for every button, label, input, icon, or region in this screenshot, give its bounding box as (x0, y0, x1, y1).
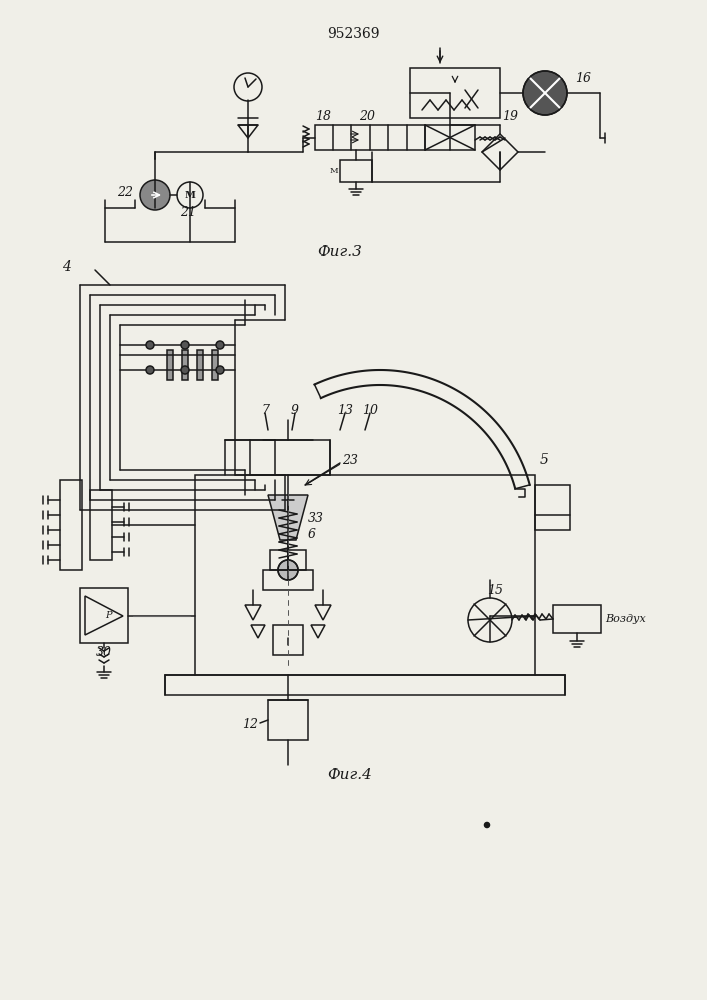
Bar (195, 475, 535, 675)
Text: Фиг.4: Фиг.4 (327, 768, 373, 782)
Bar (268, 700, 308, 740)
Circle shape (523, 71, 567, 115)
Bar (167, 350, 173, 380)
Text: 22: 22 (117, 186, 133, 200)
Text: 16: 16 (575, 73, 591, 86)
Circle shape (216, 366, 224, 374)
Text: 12: 12 (242, 718, 258, 732)
Bar (60, 480, 82, 570)
Bar (535, 485, 570, 530)
Text: 4: 4 (62, 260, 71, 274)
Circle shape (140, 180, 170, 210)
Bar (250, 440, 330, 475)
Text: 15: 15 (487, 584, 503, 596)
Text: M: M (329, 167, 339, 175)
Text: 18: 18 (315, 110, 331, 123)
Text: 19: 19 (502, 110, 518, 123)
Bar (270, 550, 306, 570)
Text: 21: 21 (180, 207, 196, 220)
Text: 10: 10 (362, 403, 378, 416)
Bar (263, 570, 313, 590)
Text: 20: 20 (359, 110, 375, 123)
Bar (165, 675, 565, 695)
Text: 7: 7 (261, 403, 269, 416)
Text: 23: 23 (342, 454, 358, 466)
Circle shape (216, 341, 224, 349)
Circle shape (146, 366, 154, 374)
Text: Воздух: Воздух (605, 614, 645, 624)
Text: M: M (185, 190, 195, 200)
Text: 30: 30 (96, 647, 112, 660)
Polygon shape (268, 495, 308, 540)
Circle shape (181, 366, 189, 374)
Bar (212, 350, 218, 380)
Text: 6: 6 (308, 528, 316, 540)
Text: 9: 9 (291, 403, 299, 416)
Bar (80, 588, 128, 643)
Bar (340, 160, 372, 182)
Circle shape (278, 560, 298, 580)
Circle shape (146, 341, 154, 349)
Bar (410, 68, 500, 118)
Text: 952369: 952369 (327, 27, 379, 41)
Bar (315, 125, 425, 150)
Text: P: P (105, 611, 111, 620)
Text: 33: 33 (308, 512, 324, 524)
Bar (425, 125, 475, 150)
Text: 13: 13 (337, 403, 353, 416)
Bar (553, 605, 601, 633)
Circle shape (484, 822, 489, 828)
Bar (182, 350, 188, 380)
Bar (90, 490, 112, 560)
Circle shape (181, 341, 189, 349)
Bar (273, 625, 303, 655)
Bar (197, 350, 203, 380)
Text: Фиг.3: Фиг.3 (317, 245, 363, 259)
Text: 5: 5 (540, 453, 549, 467)
